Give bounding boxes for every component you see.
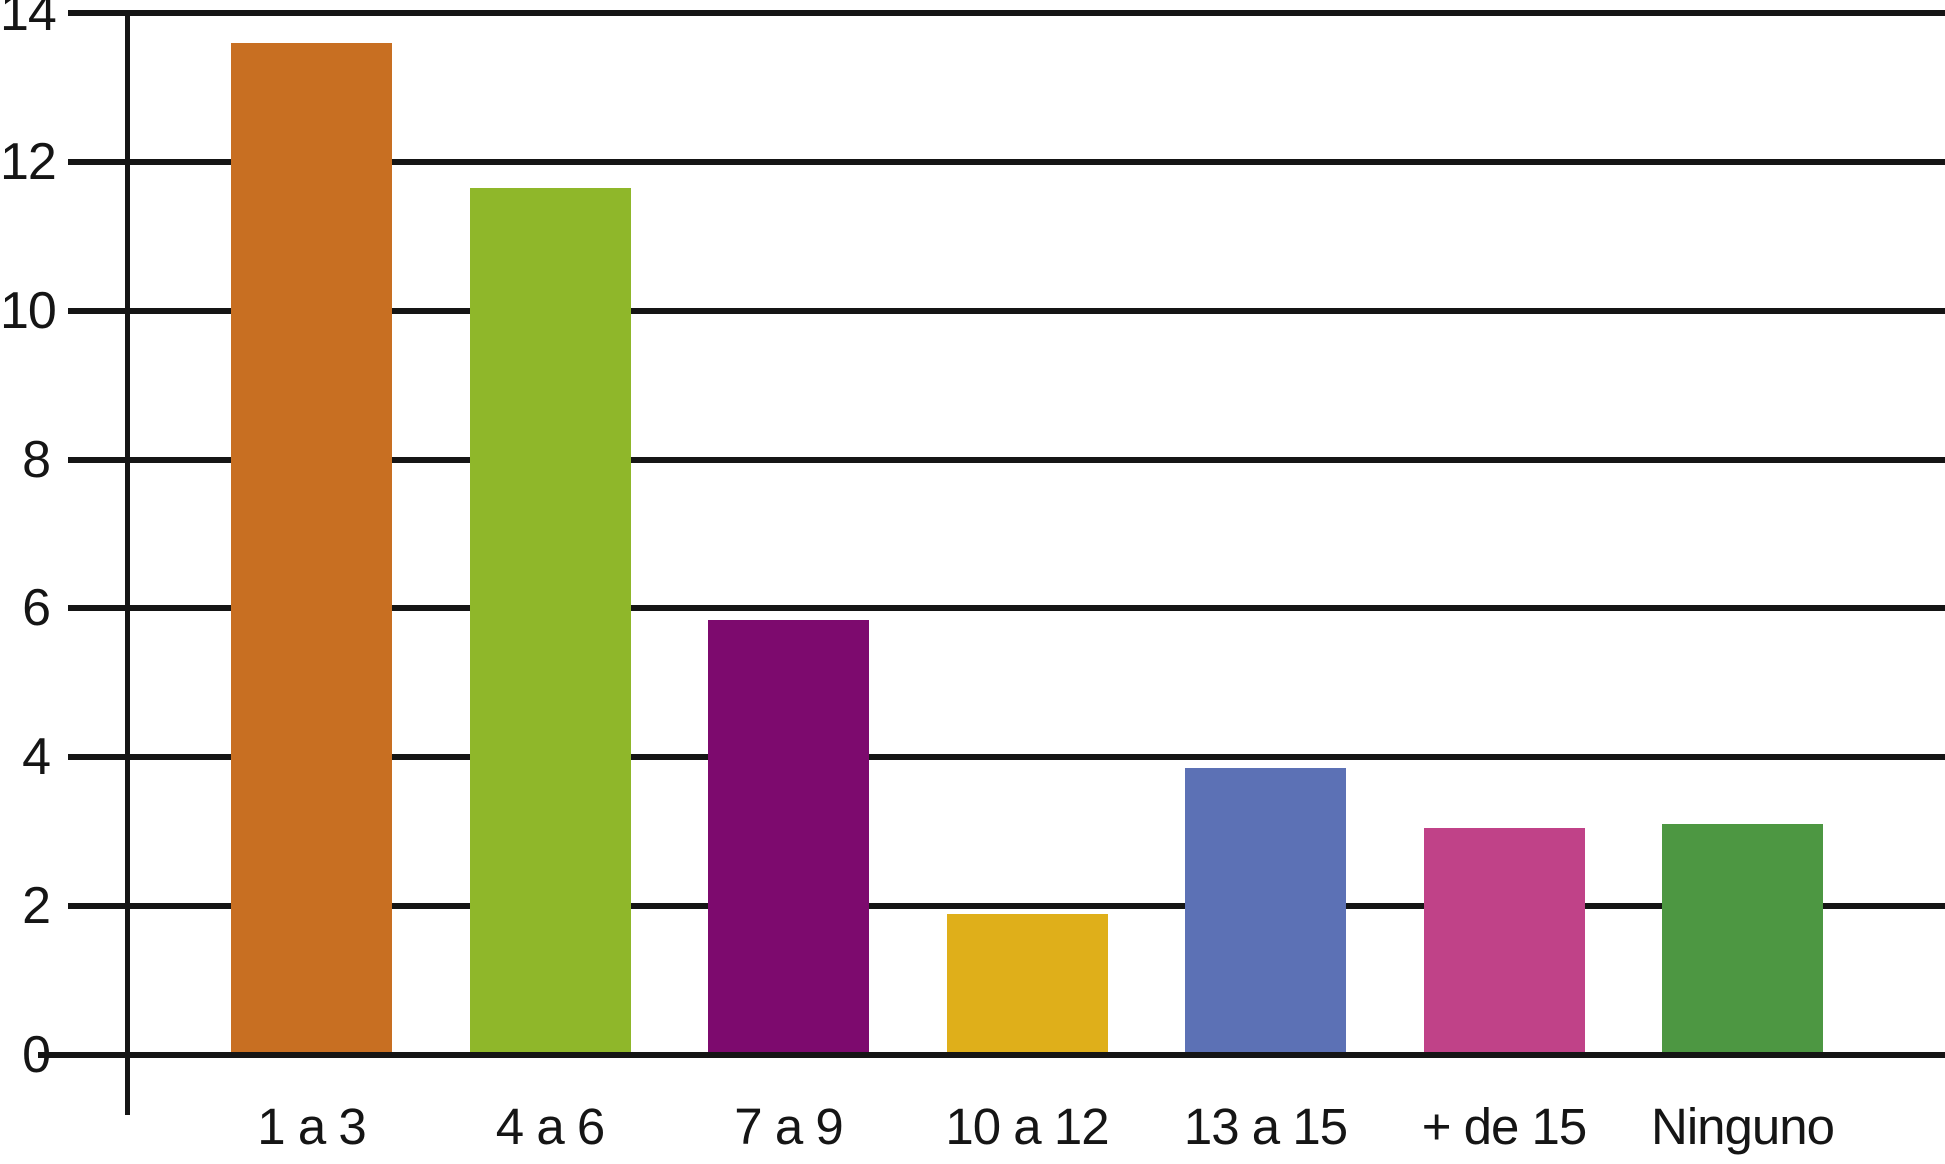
y-axis-tick-label-6: 6: [22, 579, 51, 638]
y-axis-tick-label-0: 0: [22, 1026, 51, 1084]
gridline-y-6: [68, 605, 1945, 612]
x-axis-category-label-2: 4 a 6: [495, 1098, 605, 1155]
x-axis-category-label-5: 13 a 15: [1183, 1098, 1348, 1155]
y-axis-tick-label-2: 2: [22, 877, 51, 936]
y-axis-tick-label-8: 8: [22, 430, 51, 489]
bar-10-a-12: [946, 913, 1108, 1055]
x-axis-category-label-6: + de 15: [1421, 1098, 1588, 1155]
bar-de-15: [1423, 827, 1585, 1055]
gridline-y-14: [68, 9, 1945, 16]
y-axis-tick-label-10: 10: [0, 281, 57, 340]
bar-13-a-15: [1185, 768, 1346, 1055]
bar-4-a-6: [469, 187, 631, 1055]
x-axis-baseline: [38, 1052, 1945, 1058]
y-axis-tick-label-14: 14: [0, 0, 57, 42]
gridline-y-10: [68, 307, 1945, 314]
bar-7-a-9: [708, 619, 869, 1055]
x-axis-category-label-1: 1 a 3: [257, 1098, 366, 1155]
bar-1-a-3: [231, 42, 392, 1055]
gridline-y-2: [68, 903, 1945, 910]
x-axis-category-label-7: Ninguno: [1651, 1098, 1835, 1155]
y-axis-line: [125, 11, 130, 1115]
y-axis-tick-label-12: 12: [0, 132, 57, 191]
bar-ninguno: [1662, 824, 1823, 1055]
gridline-y-12: [68, 158, 1945, 165]
y-axis-tick-label-4: 4: [22, 728, 51, 787]
x-axis-category-label-3: 7 a 9: [734, 1098, 843, 1155]
x-axis-category-label-4: 10 a 12: [945, 1098, 1109, 1155]
gridline-y-4: [68, 754, 1945, 761]
gridline-y-8: [68, 456, 1945, 463]
